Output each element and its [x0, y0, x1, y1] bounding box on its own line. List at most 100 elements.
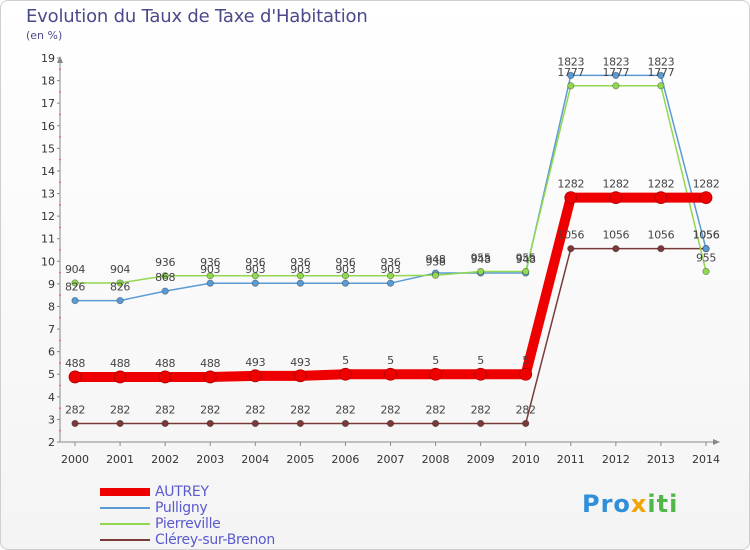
data-label: 282 — [155, 403, 175, 416]
y-minor-dot — [59, 429, 61, 432]
series-point-0 — [699, 191, 713, 204]
data-label: 1056 — [693, 229, 720, 242]
series-point-0 — [293, 369, 307, 383]
series-point-0 — [339, 367, 352, 381]
data-label: 493 — [245, 356, 265, 369]
x-tick-label: 2013 — [647, 453, 675, 466]
data-label: 5 — [387, 354, 394, 367]
data-label: 904 — [110, 263, 130, 276]
x-tick-label: 2002 — [151, 453, 179, 466]
data-label: 282 — [245, 403, 265, 416]
y-minor-dot — [59, 294, 61, 297]
y-minor-dot — [59, 384, 61, 387]
data-label: 5 — [342, 354, 349, 367]
series-point-3 — [206, 419, 214, 428]
y-axis-arrow — [57, 56, 63, 63]
series-point-2 — [206, 272, 214, 280]
x-tick-label: 2009 — [467, 453, 495, 466]
logo-part-3: iti — [647, 490, 679, 518]
y-minor-dot — [59, 339, 61, 342]
series-point-2 — [612, 82, 620, 90]
series-point-1 — [116, 296, 124, 305]
legend-item: Pulligny — [100, 500, 360, 516]
data-label: 1056 — [693, 229, 720, 242]
y-tick-label: 11 — [41, 233, 55, 246]
y-minor-dot — [59, 158, 61, 161]
data-label: 488 — [200, 357, 220, 370]
data-label: 955 — [471, 251, 491, 264]
data-label: 955 — [516, 251, 536, 264]
data-label: 903 — [200, 263, 220, 276]
y-tick-label: 5 — [48, 368, 55, 381]
legend-swatch — [100, 523, 150, 525]
legend-swatch — [100, 539, 150, 541]
x-tick-label: 2005 — [286, 453, 314, 466]
legend-item: Pierreville — [100, 516, 360, 532]
y-tick-label: 13 — [41, 188, 55, 201]
logo-part-1: Pro — [582, 490, 631, 518]
series-point-2 — [431, 271, 440, 279]
legend-item: Clérey-sur-Brenon — [100, 532, 360, 548]
data-label: 5 — [477, 354, 484, 367]
data-label: 1823 — [648, 55, 675, 68]
data-label: 5 — [432, 354, 439, 367]
data-label: 948 — [516, 253, 536, 266]
series-point-2 — [522, 267, 530, 276]
data-label: 903 — [290, 263, 310, 276]
data-label: 903 — [380, 263, 400, 276]
y-tick-label: 7 — [48, 323, 55, 336]
series-point-3 — [431, 419, 440, 428]
series-point-2 — [161, 272, 169, 280]
data-label: 1056 — [602, 229, 629, 242]
series-point-2 — [477, 267, 485, 276]
data-label: 493 — [290, 356, 310, 369]
legend-label: Pierreville — [155, 516, 221, 532]
data-label: 936 — [380, 256, 400, 269]
x-tick-label: 2011 — [557, 453, 585, 466]
data-label: 868 — [155, 271, 175, 284]
series-point-3 — [657, 245, 665, 253]
data-label: 903 — [335, 263, 355, 276]
data-label: 282 — [380, 403, 400, 416]
data-label: 948 — [471, 253, 491, 266]
legend-swatch — [100, 507, 150, 509]
x-tick-label: 2007 — [377, 453, 405, 466]
data-label: 282 — [110, 403, 130, 416]
y-tick-label: 8 — [48, 300, 55, 313]
series-point-0 — [248, 369, 262, 383]
series-point-2 — [657, 82, 665, 90]
y-tick-label: 14 — [41, 165, 55, 178]
series-point-0 — [609, 191, 623, 204]
data-label: 1777 — [557, 66, 584, 79]
x-tick-label: 2012 — [602, 453, 630, 466]
y-tick-label: 16 — [41, 120, 55, 133]
y-minor-dot — [59, 249, 61, 251]
series-point-3 — [386, 419, 395, 428]
y-minor-dot — [59, 136, 61, 138]
series-point-3 — [251, 419, 259, 428]
x-tick-label: 2010 — [512, 453, 540, 466]
data-label: 1282 — [693, 178, 720, 191]
data-label: 903 — [245, 263, 265, 276]
data-label: 282 — [471, 403, 491, 416]
data-label: 936 — [290, 256, 310, 269]
series-point-2 — [341, 272, 350, 280]
y-tick-label: 19 — [41, 52, 55, 65]
series-point-0 — [384, 367, 397, 381]
data-label: 488 — [65, 357, 85, 370]
series-point-3 — [341, 419, 350, 428]
data-label: 282 — [290, 403, 310, 416]
series-point-3 — [522, 419, 530, 428]
series-point-1 — [657, 71, 665, 79]
data-label: 5 — [522, 354, 529, 367]
data-label: 282 — [65, 403, 85, 416]
y-minor-dot — [59, 113, 61, 116]
logo-part-2: x — [630, 490, 648, 518]
series-point-1 — [71, 296, 79, 305]
y-tick-label: 15 — [41, 142, 55, 155]
data-label: 936 — [155, 256, 175, 269]
series-point-0 — [113, 370, 127, 384]
series-point-2 — [386, 272, 395, 280]
